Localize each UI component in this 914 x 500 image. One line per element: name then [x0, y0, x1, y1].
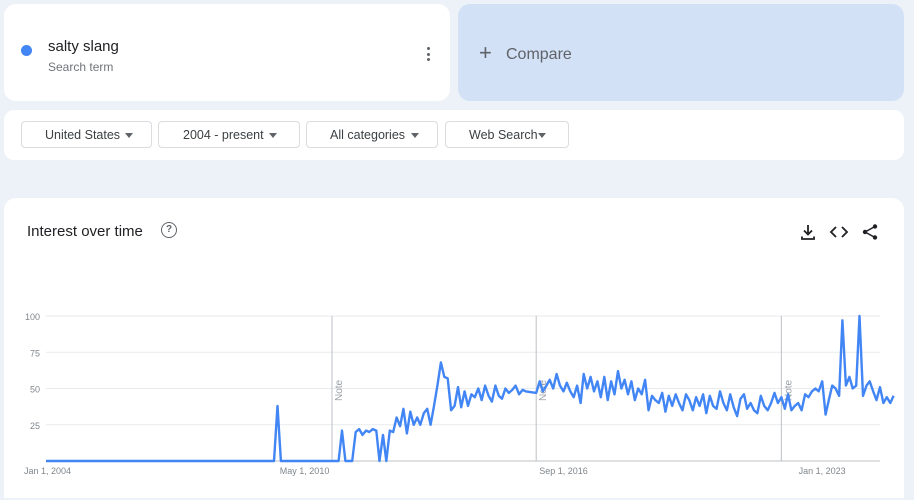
y-tick-label: 75 — [30, 348, 40, 358]
chevron-down-icon — [538, 133, 546, 138]
share-icon[interactable] — [860, 222, 880, 242]
note-label: Note — [334, 379, 345, 401]
time-range-filter[interactable]: 2004 - present — [158, 121, 300, 148]
series-color-dot — [21, 45, 32, 56]
y-tick-label: 100 — [25, 312, 40, 322]
search-term-card[interactable]: salty slang Search term — [4, 4, 450, 101]
x-tick-label: Jan 1, 2004 — [24, 466, 71, 476]
compare-button[interactable]: + Compare — [458, 4, 904, 101]
embed-code-icon[interactable] — [829, 222, 849, 242]
chevron-down-icon — [125, 133, 133, 138]
time-range-filter-label: 2004 - present — [183, 128, 264, 142]
y-tick-label: 25 — [30, 421, 40, 431]
x-tick-label: Jan 1, 2023 — [799, 466, 846, 476]
category-filter-label: All categories — [330, 128, 406, 142]
search-term-subtitle: Search term — [48, 60, 114, 74]
chevron-down-icon — [269, 133, 277, 138]
region-filter-label: United States — [45, 128, 121, 142]
search-type-filter-label: Web Search — [469, 128, 538, 142]
y-tick-label: 50 — [30, 385, 40, 395]
help-circle-icon[interactable]: ? — [161, 222, 177, 238]
download-icon[interactable] — [798, 222, 818, 242]
search-term-name[interactable]: salty slang — [48, 38, 119, 55]
more-options-icon[interactable] — [420, 47, 436, 61]
compare-label: Compare — [506, 46, 572, 63]
region-filter[interactable]: United States — [21, 121, 152, 148]
plus-icon: + — [479, 40, 492, 65]
search-type-filter[interactable]: Web Search — [445, 121, 569, 148]
chart-title: Interest over time — [27, 223, 143, 240]
x-tick-label: Sep 1, 2016 — [539, 466, 588, 476]
chevron-down-icon — [411, 133, 419, 138]
series-line — [46, 314, 895, 463]
x-tick-label: May 1, 2010 — [280, 466, 330, 476]
interest-over-time-card: Interest over time ? 100 75 50 25 Note Note No… — [4, 198, 904, 498]
note-label: Note — [783, 379, 794, 401]
category-filter[interactable]: All categories — [306, 121, 438, 148]
filter-bar: United States 2004 - present All categor… — [4, 110, 904, 160]
